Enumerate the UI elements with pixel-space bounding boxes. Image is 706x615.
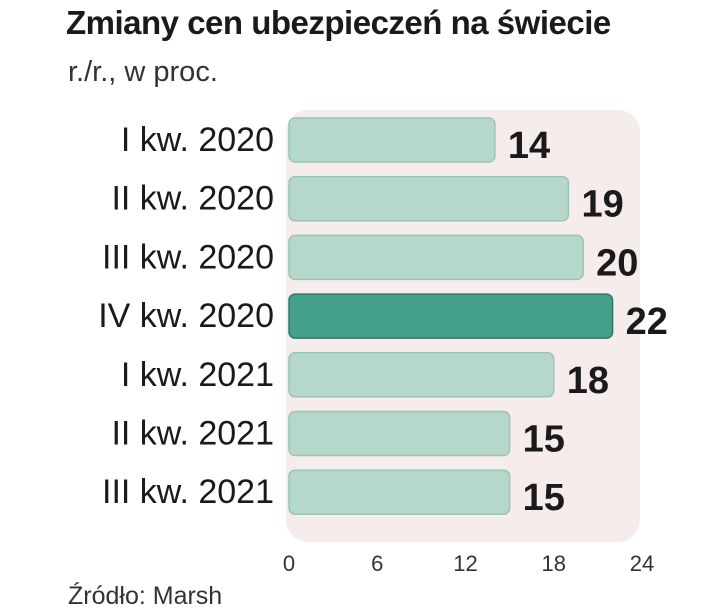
chart-subtitle: r./r., w proc. bbox=[68, 56, 218, 88]
category-label: II kw. 2020 bbox=[111, 180, 274, 218]
category-labels-group: I kw. 2020 II kw. 2020 III kw. 2020 IV kw. … bbox=[98, 121, 274, 511]
bar-1 bbox=[288, 117, 496, 163]
bars-group bbox=[288, 117, 614, 515]
bar-3 bbox=[288, 234, 584, 281]
bar-6 bbox=[288, 410, 511, 457]
value-label: 15 bbox=[523, 477, 565, 519]
category-label: III kw. 2020 bbox=[102, 238, 274, 276]
chart-title: Zmiany cen ubezpieczeń na świecie bbox=[66, 4, 611, 41]
value-label: 14 bbox=[508, 125, 550, 167]
value-label: 19 bbox=[581, 184, 623, 226]
value-label: 20 bbox=[596, 242, 638, 284]
bar-2 bbox=[288, 175, 570, 222]
x-tick-label: 18 bbox=[542, 551, 566, 576]
value-label: 18 bbox=[567, 360, 609, 402]
value-label: 22 bbox=[626, 301, 668, 343]
x-tick-label: 0 bbox=[283, 551, 295, 576]
bar-4 bbox=[288, 293, 614, 339]
x-tick-label: 6 bbox=[371, 551, 383, 576]
bar-7 bbox=[288, 469, 511, 515]
x-tick-labels-group: 0 6 12 18 24 bbox=[283, 551, 654, 576]
x-tick-label: 24 bbox=[630, 551, 654, 576]
value-label: 15 bbox=[523, 419, 565, 461]
category-label: III kw. 2021 bbox=[102, 473, 274, 511]
category-label: IV kw. 2020 bbox=[98, 297, 274, 335]
source-note: Źródło: Marsh bbox=[68, 582, 223, 610]
x-tick-label: 12 bbox=[453, 551, 477, 576]
category-label: I kw. 2020 bbox=[121, 121, 274, 159]
category-label: I kw. 2021 bbox=[121, 356, 274, 394]
category-label: II kw. 2021 bbox=[111, 415, 274, 453]
bar-5 bbox=[288, 352, 555, 398]
